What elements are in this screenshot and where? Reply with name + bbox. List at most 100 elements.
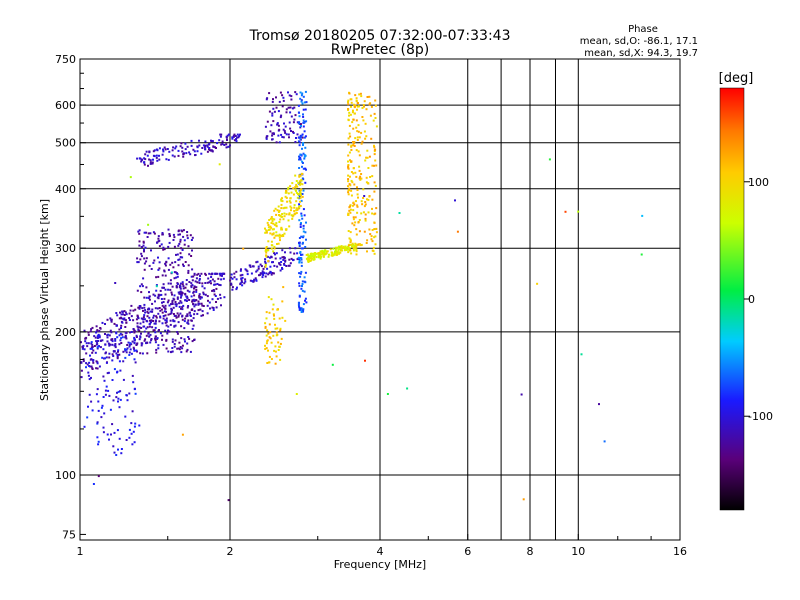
data-point — [135, 349, 138, 352]
data-point — [373, 146, 376, 149]
data-point — [221, 142, 224, 145]
data-point — [352, 249, 355, 252]
data-point — [100, 406, 103, 409]
data-point — [177, 347, 180, 350]
data-point — [290, 214, 293, 217]
data-point — [350, 179, 353, 182]
data-point — [96, 422, 99, 425]
data-point — [155, 351, 158, 354]
data-point — [196, 312, 199, 315]
data-point — [173, 298, 176, 301]
data-point — [252, 265, 254, 268]
data-point — [181, 249, 184, 251]
data-point — [88, 378, 91, 381]
data-point — [162, 248, 165, 251]
data-point — [164, 288, 167, 291]
data-point — [122, 313, 124, 316]
data-point — [124, 311, 127, 314]
data-point — [111, 353, 114, 356]
data-point — [288, 212, 291, 215]
y-tick-label: 500 — [55, 137, 76, 150]
data-point — [110, 318, 113, 321]
data-point — [126, 347, 129, 350]
data-point — [164, 329, 167, 332]
data-point — [351, 181, 354, 184]
data-point — [225, 146, 228, 149]
data-point — [181, 256, 184, 259]
data-point — [308, 259, 311, 262]
data-point — [155, 276, 158, 279]
data-point — [248, 264, 251, 267]
data-point — [285, 111, 288, 114]
data-point — [338, 252, 341, 255]
data-point — [295, 212, 298, 214]
data-point — [193, 273, 196, 276]
data-point — [273, 223, 276, 226]
data-point — [186, 231, 189, 233]
data-point — [331, 363, 334, 366]
data-point — [176, 275, 179, 278]
data-point — [82, 344, 85, 347]
data-point — [181, 150, 184, 153]
data-point — [352, 118, 355, 121]
data-point — [152, 314, 155, 317]
data-point — [302, 152, 305, 155]
data-point — [173, 294, 176, 297]
y-tick-label: 600 — [55, 99, 76, 112]
data-point — [162, 246, 165, 249]
data-point — [196, 146, 199, 149]
data-point — [300, 94, 303, 97]
data-point — [349, 135, 352, 138]
data-point — [90, 346, 93, 349]
data-point — [222, 272, 225, 275]
data-point — [187, 269, 190, 272]
data-point — [302, 303, 305, 306]
data-point — [265, 246, 268, 248]
data-point — [348, 183, 351, 186]
data-point — [163, 248, 166, 251]
data-point — [281, 249, 284, 252]
data-point — [92, 359, 95, 362]
data-point — [95, 367, 98, 370]
data-point — [298, 203, 301, 206]
data-point — [143, 157, 146, 160]
data-point — [163, 146, 166, 149]
data-point — [145, 260, 148, 263]
data-point — [87, 371, 90, 374]
data-point — [298, 144, 301, 147]
data-point — [368, 95, 371, 98]
data-point — [200, 272, 203, 275]
data-points — [80, 90, 644, 502]
data-point — [138, 229, 141, 232]
data-point — [208, 272, 211, 275]
data-point — [348, 206, 351, 209]
data-point — [120, 327, 122, 329]
data-point — [292, 130, 294, 133]
data-point — [273, 252, 276, 255]
data-point — [365, 135, 368, 138]
data-point — [368, 195, 371, 197]
data-point — [302, 178, 305, 181]
data-point — [303, 101, 306, 104]
data-point — [171, 350, 174, 353]
data-point — [154, 339, 157, 342]
data-point — [234, 135, 237, 137]
data-point — [353, 245, 356, 247]
data-point — [203, 146, 206, 149]
data-point — [360, 142, 363, 145]
data-point — [284, 319, 287, 322]
data-point — [99, 346, 102, 349]
data-point — [282, 259, 285, 261]
data-point — [138, 329, 141, 332]
data-point — [313, 258, 316, 261]
data-point — [192, 275, 195, 278]
data-point — [349, 241, 352, 243]
data-point — [177, 154, 180, 157]
data-point — [207, 277, 210, 280]
data-point — [147, 223, 150, 226]
data-point — [146, 315, 149, 318]
data-point — [240, 268, 242, 271]
data-point — [364, 137, 367, 140]
data-point — [374, 235, 377, 238]
data-point — [293, 118, 296, 121]
